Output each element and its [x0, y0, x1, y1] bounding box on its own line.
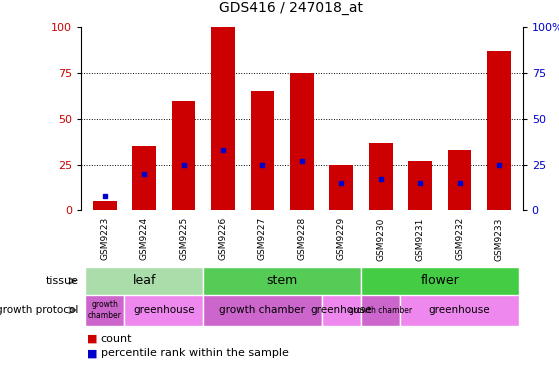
Bar [85, 267, 203, 295]
Bar [203, 295, 321, 326]
Text: greenhouse: greenhouse [429, 305, 490, 315]
Bar [85, 295, 125, 326]
Bar [408, 161, 432, 210]
Text: GSM9229: GSM9229 [337, 217, 346, 261]
Bar [448, 150, 471, 210]
Bar [321, 295, 361, 326]
Text: count: count [101, 333, 132, 344]
Text: greenhouse: greenhouse [133, 305, 195, 315]
Bar [290, 73, 314, 210]
Bar [329, 165, 353, 210]
Text: GSM9228: GSM9228 [297, 217, 306, 261]
Bar [361, 295, 400, 326]
Text: growth chamber: growth chamber [349, 306, 413, 315]
Text: tissue: tissue [45, 276, 78, 286]
Text: GSM9224: GSM9224 [140, 217, 149, 260]
Bar [361, 267, 519, 295]
Text: GSM9226: GSM9226 [219, 217, 228, 261]
Text: GSM9227: GSM9227 [258, 217, 267, 261]
Bar [93, 201, 116, 210]
Text: growth
chamber: growth chamber [88, 300, 122, 320]
Text: stem: stem [267, 274, 298, 287]
Text: ■: ■ [87, 348, 97, 358]
Text: GSM9230: GSM9230 [376, 217, 385, 261]
Text: GSM9232: GSM9232 [455, 217, 464, 261]
Text: greenhouse: greenhouse [310, 305, 372, 315]
Bar [172, 101, 196, 210]
Bar [125, 295, 203, 326]
Bar [132, 146, 156, 210]
Bar [203, 267, 361, 295]
Text: GSM9231: GSM9231 [416, 217, 425, 261]
Text: growth chamber: growth chamber [220, 305, 305, 315]
Text: GDS416 / 247018_at: GDS416 / 247018_at [219, 1, 363, 15]
Text: GSM9223: GSM9223 [100, 217, 109, 261]
Bar [400, 295, 519, 326]
Text: flower: flower [420, 274, 459, 287]
Bar [487, 51, 511, 210]
Text: GSM9233: GSM9233 [495, 217, 504, 261]
Bar [211, 27, 235, 210]
Bar [369, 143, 392, 210]
Bar [250, 92, 274, 210]
Text: percentile rank within the sample: percentile rank within the sample [101, 348, 288, 358]
Text: GSM9225: GSM9225 [179, 217, 188, 261]
Text: leaf: leaf [132, 274, 156, 287]
Text: ■: ■ [87, 333, 97, 344]
Text: growth protocol: growth protocol [0, 305, 78, 315]
